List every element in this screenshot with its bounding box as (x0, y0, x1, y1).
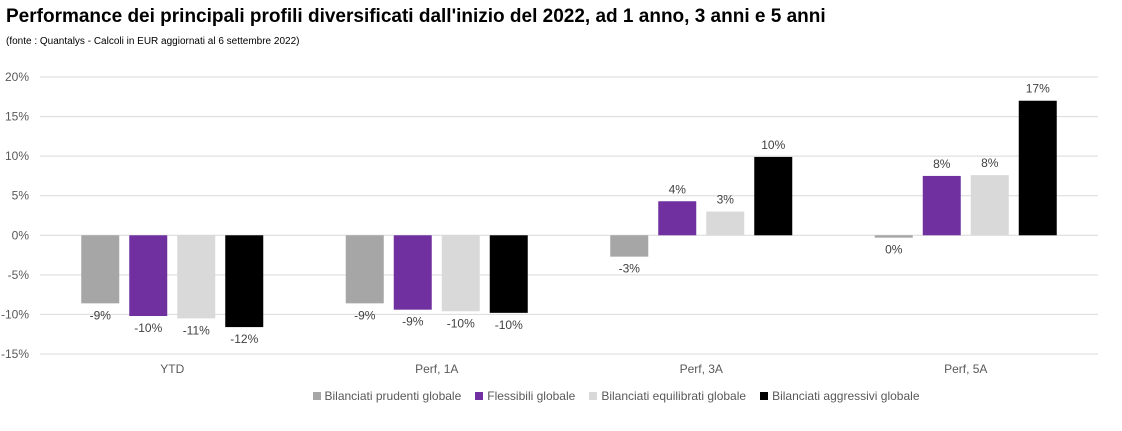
legend-swatch (760, 392, 769, 400)
legend-label: Flessibili globale (487, 389, 576, 403)
y-tick-label: 15% (5, 110, 29, 124)
legend-item: Bilanciati equilibrati globale (589, 389, 746, 403)
bar (970, 175, 1009, 236)
category-label: Perf, 5A (944, 362, 987, 376)
bar (1018, 100, 1057, 236)
legend-swatch (312, 392, 321, 400)
bar (441, 235, 480, 312)
legend-swatch (475, 392, 484, 400)
data-label: -9% (90, 308, 112, 322)
data-label: -12% (230, 332, 258, 346)
bar (393, 235, 432, 310)
data-label: -11% (183, 323, 210, 337)
data-label: -10% (134, 321, 162, 335)
bar (610, 235, 649, 257)
data-label: 8% (981, 156, 999, 170)
bar (129, 235, 168, 317)
legend-item: Bilanciati prudenti globale (312, 389, 462, 403)
category-label: Perf, 3A (680, 362, 723, 376)
y-tick-label: -10% (1, 307, 29, 321)
bar (177, 235, 216, 319)
data-label: 10% (761, 138, 785, 152)
bar (81, 235, 120, 304)
chart-title: Performance dei principali profili diver… (6, 6, 826, 27)
data-label: -3% (619, 262, 641, 276)
y-tick-label: -5% (8, 268, 30, 282)
bar (874, 235, 913, 238)
bar (754, 156, 793, 236)
data-label: 3% (717, 193, 735, 207)
data-label: 4% (669, 182, 687, 196)
legend-swatch (589, 392, 598, 400)
y-tick-label: 0% (12, 228, 30, 242)
legend-item: Bilanciati aggressivi globale (760, 389, 920, 403)
y-tick-label: 5% (12, 189, 30, 203)
data-label: -10% (495, 318, 523, 332)
y-tick-label: -15% (1, 347, 29, 361)
legend-label: Bilanciati aggressivi globale (772, 389, 920, 403)
legend-label: Bilanciati equilibrati globale (601, 389, 747, 403)
chart-legend: Bilanciati prudenti globale Flessibili gl… (0, 389, 1122, 403)
bar (706, 211, 745, 236)
data-label: -10% (447, 316, 475, 330)
bar (658, 201, 697, 236)
data-label: 17% (1026, 82, 1050, 96)
bar (489, 235, 528, 313)
legend-item: Flessibili globale (475, 389, 575, 403)
bar (225, 235, 264, 328)
bar (345, 235, 384, 304)
y-tick-label: 20% (5, 70, 29, 84)
data-label: -9% (402, 315, 424, 329)
category-label: Perf, 1A (415, 362, 458, 376)
data-label: 0% (885, 243, 903, 257)
data-label: 8% (933, 157, 951, 171)
legend-label: Bilanciati prudenti globale (324, 389, 462, 403)
chart-subtitle: (fonte : Quantalys - Calcoli in EUR aggi… (6, 36, 300, 47)
data-label: -9% (354, 308, 376, 322)
bar (922, 175, 961, 236)
category-label: YTD (160, 362, 184, 376)
y-tick-label: 10% (5, 149, 29, 163)
